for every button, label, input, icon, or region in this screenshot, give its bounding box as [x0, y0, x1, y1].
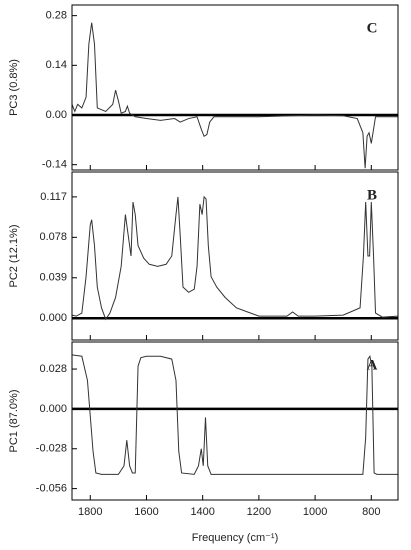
panel-frame: [71, 171, 399, 341]
y-axis-label: PC1 (87.0%): [8, 390, 20, 453]
y-tick-label: 0.078: [39, 231, 67, 243]
data-line: [72, 354, 398, 475]
y-tick-label: -0.14: [42, 159, 67, 171]
data-line: [72, 22, 398, 169]
y-tick-label: -0.028: [36, 443, 67, 455]
panel-frame: [71, 341, 399, 501]
x-axis-label: Frequency (cm⁻¹): [192, 532, 279, 544]
y-tick-label: 0.117: [40, 191, 67, 203]
y-tick-label: 0.039: [39, 272, 67, 284]
x-tick-label: 1600: [134, 506, 158, 518]
panel-frame: [71, 4, 399, 171]
x-tick-label: 1400: [190, 506, 214, 518]
y-tick-label: 0.28: [46, 10, 67, 22]
y-tick-label: 0.000: [39, 312, 67, 324]
y-tick-label: 0.00: [46, 109, 67, 121]
y-tick-label: -0.056: [36, 483, 67, 495]
panel-label: B: [367, 187, 377, 203]
panel-label: C: [367, 20, 378, 36]
x-tick-label: 1000: [303, 506, 327, 518]
data-line: [72, 195, 398, 321]
y-axis-label: PC2 (12.1%): [8, 225, 20, 288]
x-tick-label: 1200: [247, 506, 271, 518]
x-tick-label: 800: [362, 506, 380, 518]
panel-label: A: [367, 357, 378, 373]
y-tick-label: 0.028: [39, 363, 67, 375]
x-tick-label: 1800: [78, 506, 102, 518]
y-tick-label: 0.000: [39, 403, 67, 415]
y-axis-label: PC3 (0.8%): [8, 59, 20, 116]
y-tick-label: 0.14: [46, 59, 67, 71]
